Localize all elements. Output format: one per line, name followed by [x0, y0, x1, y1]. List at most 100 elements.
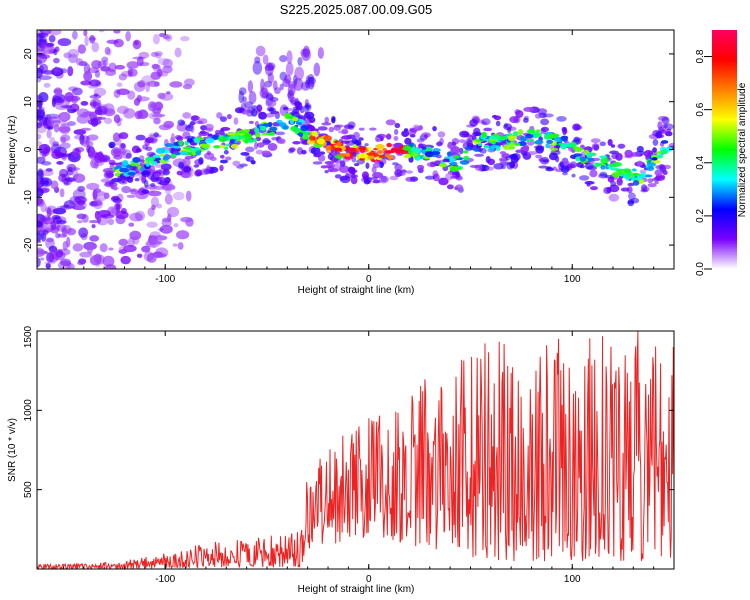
spectrogram-blob — [118, 73, 128, 81]
spectrogram-blob — [463, 155, 470, 161]
spectrogram-blob — [652, 139, 659, 146]
spectrogram-blob — [37, 197, 43, 206]
spectrogram-blob — [76, 108, 90, 118]
spectrogram-blob — [48, 34, 56, 43]
spectrogram-blob — [150, 183, 156, 188]
spectrogram-blob — [541, 126, 550, 133]
spectrogram-blob — [108, 162, 119, 166]
spectrogram-blob — [288, 148, 295, 154]
spectrogram-blob — [170, 132, 175, 144]
spectrogram-blob — [358, 153, 368, 159]
spectrogram-blob — [404, 137, 412, 145]
spectrogram-blob — [54, 66, 59, 73]
spectrogram-blob — [493, 115, 502, 121]
spectrogram-blob — [371, 166, 377, 174]
spectrogram-blob — [175, 230, 190, 240]
spectrogram-blob — [110, 196, 120, 202]
spectrogram-blob — [654, 169, 663, 177]
spectrogram-blob — [532, 131, 542, 138]
spectrogram-blob — [60, 105, 73, 109]
spectrogram-blob — [67, 66, 74, 77]
spectrogram-blob — [50, 180, 59, 190]
spectrogram-blob — [78, 227, 89, 238]
spectrogram-blob — [264, 113, 275, 118]
spectrogram-blob — [37, 39, 48, 46]
spectrogram-blob — [214, 129, 221, 135]
spectrogram-blob — [573, 136, 580, 144]
spectrogram-blob — [55, 71, 64, 79]
spectrogram-blob — [507, 135, 516, 142]
spectrogram-blob — [538, 157, 544, 162]
spectrogram-blob — [56, 224, 68, 232]
spectrogram-blob — [481, 121, 488, 125]
spectrogram-blob — [334, 124, 344, 128]
spectrogram-blob — [370, 176, 378, 181]
spectrogram-blob — [600, 164, 606, 170]
spectrogram-blob — [331, 117, 336, 124]
spectrogram-blob — [590, 186, 598, 191]
spectrogram-blob — [402, 145, 412, 151]
spectrogram-blob — [449, 161, 458, 166]
spectrogram-blob — [121, 70, 133, 77]
spectrogram-blob — [66, 163, 77, 173]
spectrogram-blob — [156, 176, 162, 185]
spectrogram-blob — [432, 173, 440, 182]
spectrogram-blob — [302, 134, 308, 140]
spectrogram-blob — [286, 50, 293, 64]
spectrogram-blob — [153, 81, 160, 87]
spectrogram-blob — [387, 154, 394, 160]
spectrogram-blob — [509, 142, 515, 147]
spectrogram-blob — [88, 219, 100, 224]
spectrogram-blob — [143, 179, 149, 188]
spectrogram-blob — [323, 135, 332, 142]
spectrogram-blob — [162, 217, 171, 223]
spectrogram-blob — [139, 155, 145, 161]
spectrogram-blob — [663, 123, 674, 131]
spectrogram-blob — [58, 111, 71, 122]
spectrogram-blob — [119, 167, 130, 173]
spectrogram-blob — [626, 186, 633, 194]
spectrogram-blob — [177, 242, 184, 250]
spectrogram-blob — [454, 184, 464, 192]
spectrogram-blob — [185, 135, 196, 140]
spectrogram-blob — [297, 132, 303, 136]
spectrogram-blob — [151, 63, 160, 70]
spectrogram-blob — [647, 183, 657, 188]
spectrogram-blob — [113, 154, 123, 160]
spectrogram-blob — [351, 167, 356, 175]
spectrogram-blob — [291, 117, 299, 122]
spectrogram-blob — [390, 143, 399, 148]
spectrogram-blob — [77, 185, 86, 192]
spectrogram-blob — [267, 72, 274, 84]
spectrogram-blob — [432, 125, 437, 132]
spectrogram-peak — [385, 150, 394, 154]
spectrogram-blob — [71, 87, 83, 96]
snr-panel: -100 0 100 500 1000 1500 Height of straight l… — [7, 325, 675, 595]
spectrogram-blob — [608, 193, 620, 202]
spectrogram-blob — [174, 47, 182, 58]
spectrogram-blob — [447, 151, 452, 157]
spectrogram-blob — [56, 161, 64, 165]
spectrogram-blob — [489, 135, 496, 139]
spectrogram-blob — [333, 157, 342, 164]
x-tick-label: 0 — [366, 274, 372, 285]
spectrogram-blob — [465, 146, 472, 150]
spectrogram-blob — [546, 139, 553, 144]
spectrogram-blob — [102, 60, 109, 67]
spectrogram-blob — [394, 169, 403, 177]
spectrogram-blob — [45, 42, 55, 47]
spectrogram-peak — [358, 146, 367, 151]
spectrogram-blob — [378, 175, 389, 184]
spectrogram-blob — [369, 127, 377, 131]
spectrogram-blob — [113, 136, 122, 146]
spectrogram-blob — [37, 108, 46, 119]
spectrogram-blob — [58, 233, 68, 238]
spectrogram-blob — [216, 112, 223, 119]
spectrogram-blob — [75, 58, 84, 66]
spectrogram-blob — [40, 215, 51, 222]
spectrogram-blob — [110, 184, 115, 190]
spectrogram-blob — [200, 143, 211, 149]
spectrogram-blob — [37, 67, 44, 79]
spectrogram-blob — [254, 132, 261, 138]
spectrogram-blob — [60, 68, 68, 74]
